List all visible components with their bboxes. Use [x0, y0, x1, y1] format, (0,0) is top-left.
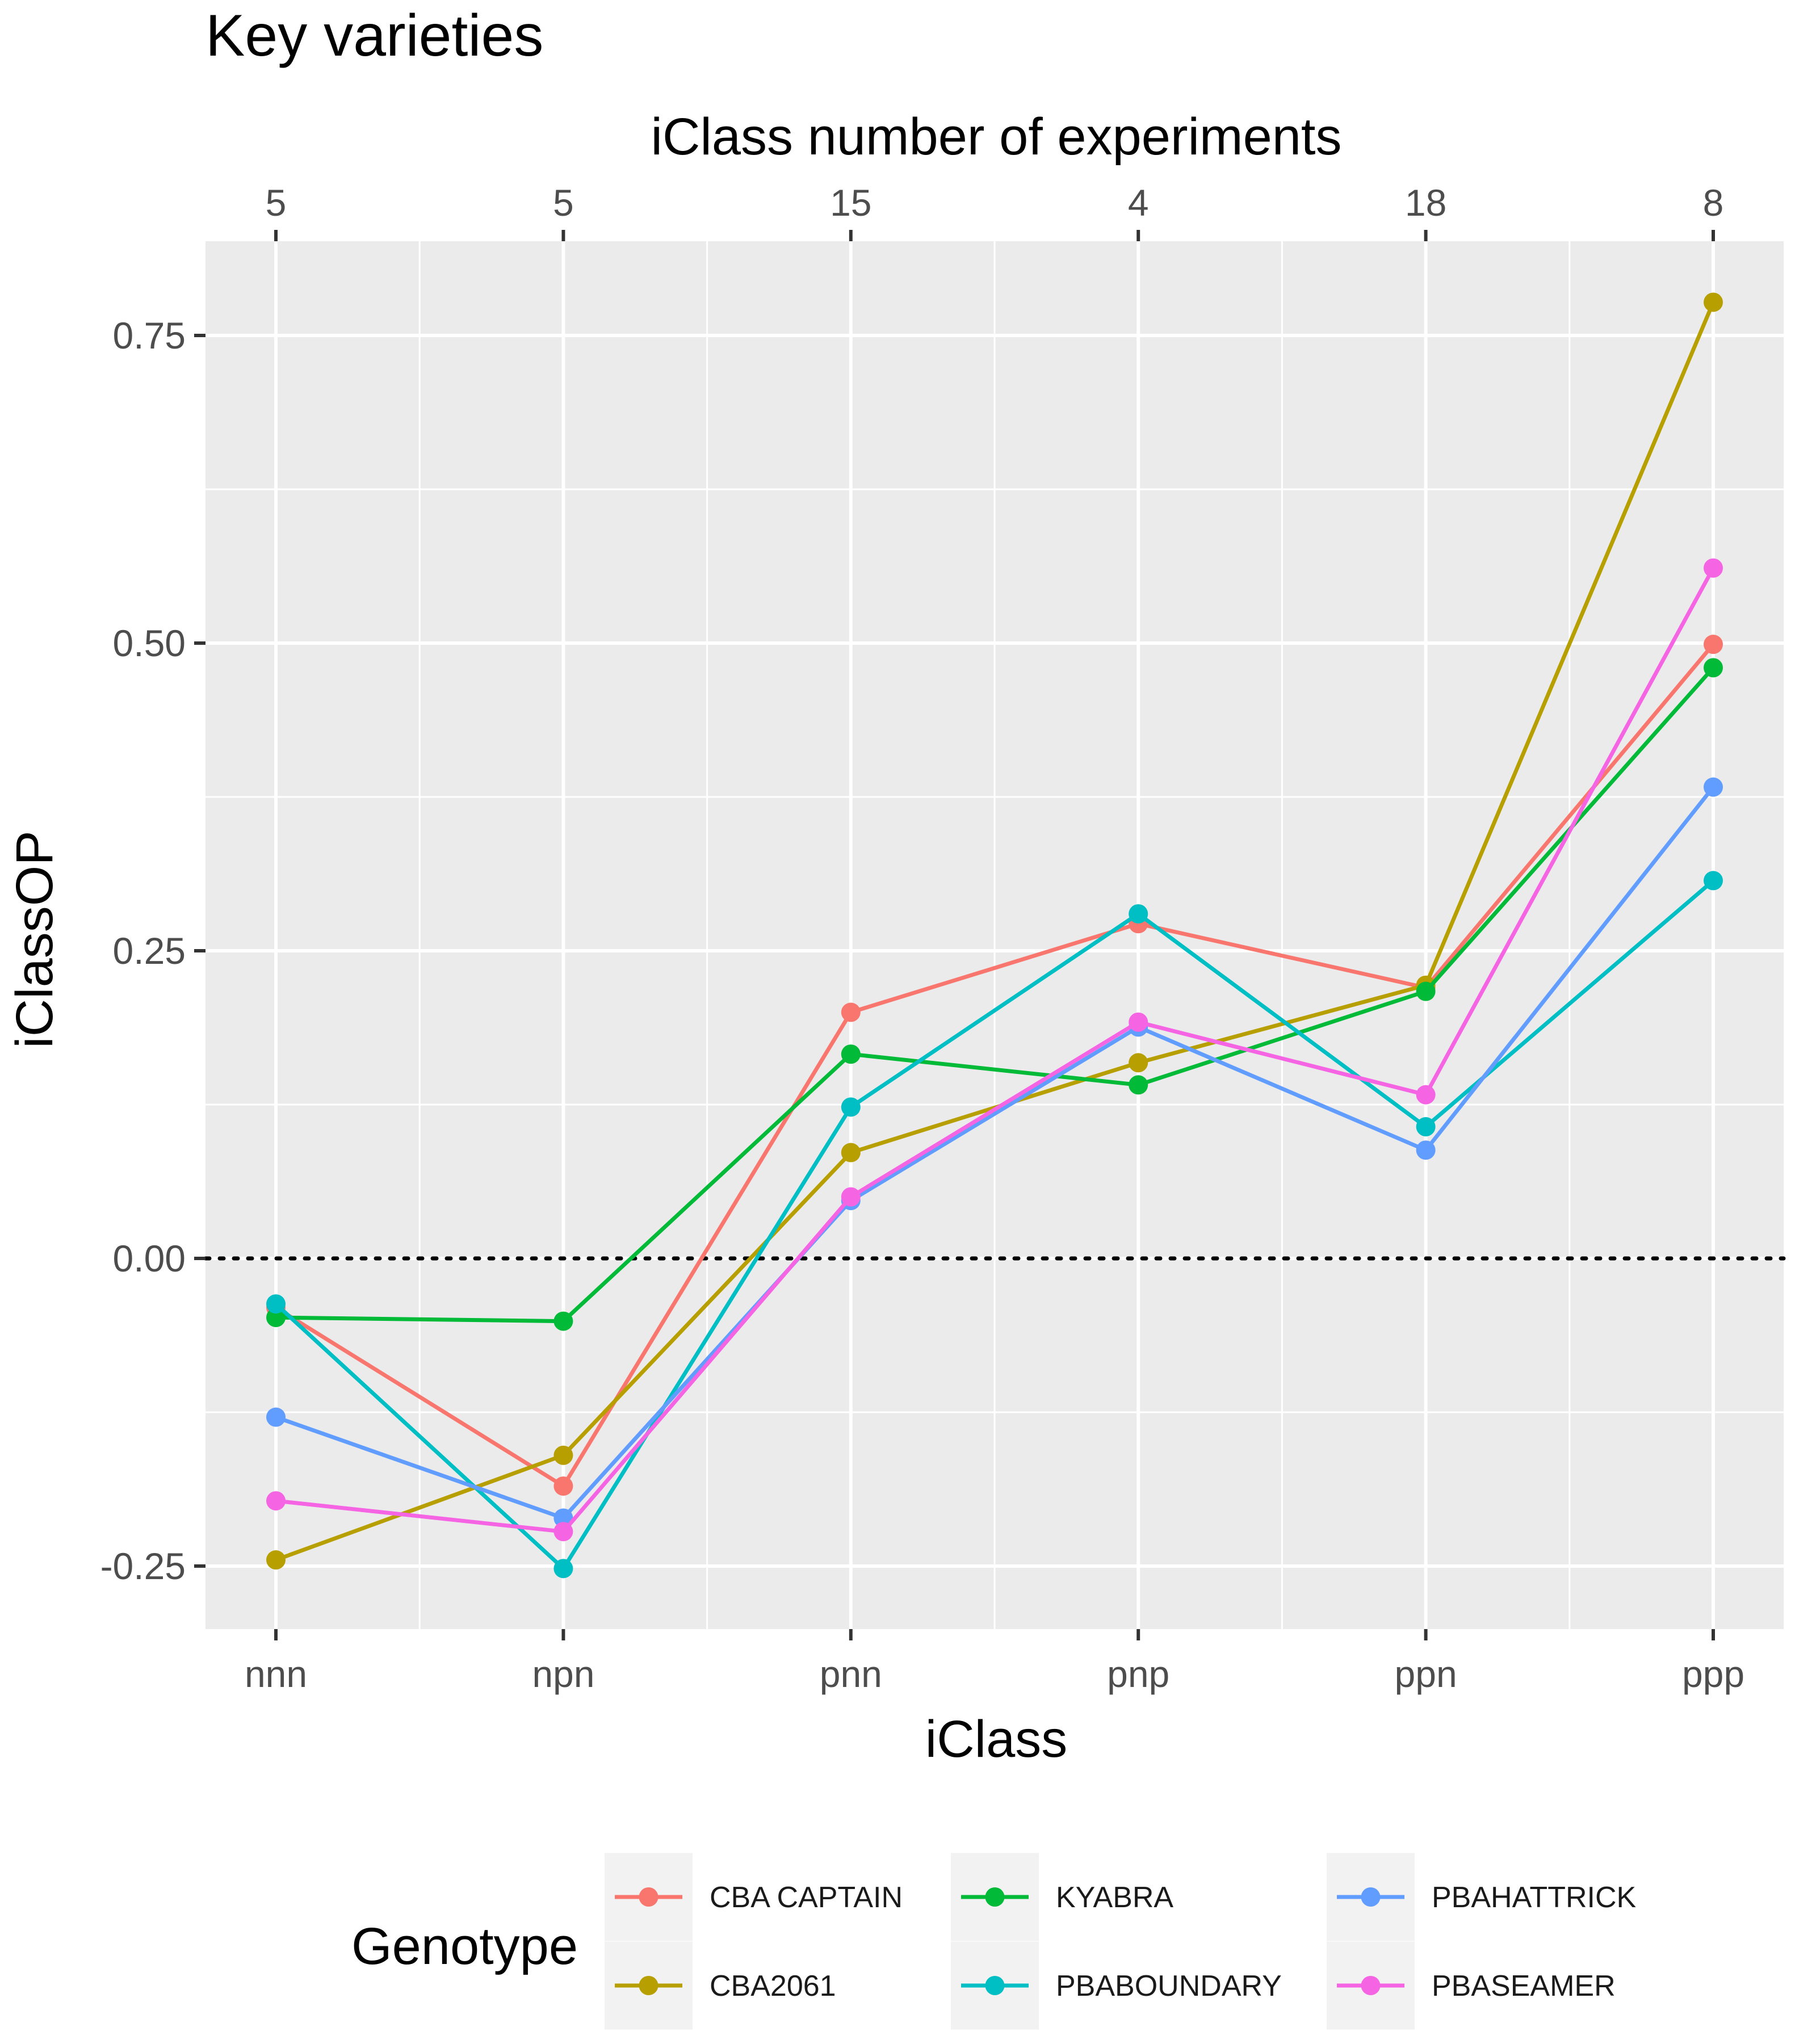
data-point	[841, 1143, 861, 1162]
top-tick-label: 8	[1703, 182, 1724, 224]
data-point	[266, 1407, 286, 1427]
data-point	[1129, 1075, 1148, 1095]
legend: Genotype CBA CAPTAIN CBA2061 KYABRA PBABOUN…	[351, 1853, 1637, 2030]
legend-item: CBA2061	[605, 1941, 836, 2030]
data-point	[1704, 558, 1723, 578]
series-line	[274, 879, 1715, 1571]
data-point	[553, 1445, 573, 1465]
legend-label: PBASEAMER	[1432, 1970, 1616, 2003]
legend-key-point	[985, 1976, 1005, 1995]
y-tick-label: 0.00	[113, 1237, 186, 1279]
legend-label: PBABOUNDARY	[1056, 1970, 1282, 2003]
legend-key-point	[985, 1887, 1005, 1907]
data-point	[1416, 1085, 1436, 1105]
data-point	[553, 1559, 573, 1579]
data-point	[1416, 1140, 1436, 1160]
legend-label: PBAHATTRICK	[1432, 1881, 1637, 1914]
legend-title: Genotype	[351, 1917, 578, 1975]
data-point	[266, 1491, 286, 1511]
data-point	[1704, 777, 1723, 797]
series-kyabra	[266, 658, 1723, 1331]
data-point	[841, 1097, 861, 1117]
x-tick-label: npn	[532, 1653, 594, 1695]
x-tick-label: nnn	[245, 1653, 307, 1695]
plot-panel	[203, 241, 1786, 1629]
data-point	[1704, 292, 1723, 312]
series-layer	[266, 292, 1723, 1579]
data-point	[1129, 1053, 1148, 1073]
top-axis: 5 5 15 4 18 8	[266, 182, 1724, 241]
y-tick-label: 0.75	[113, 314, 186, 356]
series-pbaseamer	[266, 558, 1723, 1542]
legend-key-point	[1361, 1887, 1381, 1907]
top-tick-label: 5	[553, 182, 574, 224]
legend-key-point	[1361, 1976, 1381, 1995]
x-tick-label: ppn	[1395, 1653, 1457, 1695]
legend-item: KYABRA	[951, 1853, 1173, 1941]
series-line	[275, 643, 1715, 1488]
data-point	[841, 1002, 861, 1022]
x-tick-label: pnn	[820, 1653, 882, 1695]
y-tick-label: -0.25	[100, 1545, 186, 1587]
legend-label: KYABRA	[1056, 1881, 1173, 1914]
data-point	[841, 1187, 861, 1207]
series-line	[275, 666, 1715, 1324]
top-tick-label: 4	[1128, 182, 1149, 224]
data-point	[553, 1508, 573, 1528]
data-point	[1704, 658, 1723, 678]
data-point	[1129, 1012, 1148, 1032]
data-point	[1704, 635, 1723, 654]
legend-item: PBASEAMER	[1327, 1941, 1616, 2030]
legend-key-point	[639, 1976, 659, 1995]
data-point	[266, 1550, 286, 1570]
x-tick-label: pnp	[1107, 1653, 1169, 1695]
bottom-axis: nnn npn pnn pnp ppn ppp	[245, 1629, 1744, 1695]
data-point	[1416, 981, 1436, 1001]
data-point	[1129, 904, 1148, 924]
data-point	[841, 1044, 861, 1064]
data-point	[553, 1311, 573, 1331]
data-point	[266, 1308, 286, 1328]
legend-label: CBA2061	[710, 1970, 836, 2003]
legend-label: CBA CAPTAIN	[710, 1881, 903, 1914]
chart-title: Key varieties	[205, 3, 543, 69]
top-axis-title: iClass number of experiments	[651, 108, 1342, 166]
y-tick-label: 0.50	[113, 622, 186, 664]
x-tick-label: ppp	[1682, 1653, 1744, 1695]
y-axis: -0.25 0.00 0.25 0.50 0.75	[100, 314, 205, 1587]
data-point	[1704, 871, 1723, 891]
legend-item: PBABOUNDARY	[951, 1941, 1282, 2030]
data-point	[1416, 1117, 1436, 1137]
y-tick-label: 0.25	[113, 930, 186, 972]
top-tick-label: 15	[830, 182, 871, 224]
top-tick-label: 18	[1405, 182, 1446, 224]
series-line	[275, 567, 1716, 1534]
x-axis-title: iClass	[925, 1710, 1067, 1768]
data-point	[553, 1476, 573, 1496]
top-tick-label: 5	[266, 182, 287, 224]
series-pbaboundary	[266, 871, 1723, 1579]
y-axis-title: iClassOP	[6, 830, 64, 1048]
legend-item: CBA CAPTAIN	[605, 1853, 903, 1941]
series-line	[275, 786, 1715, 1520]
data-point	[266, 1294, 286, 1314]
legend-key-point	[639, 1887, 659, 1907]
legend-item: PBAHATTRICK	[1327, 1853, 1637, 1941]
data-point	[553, 1522, 573, 1542]
